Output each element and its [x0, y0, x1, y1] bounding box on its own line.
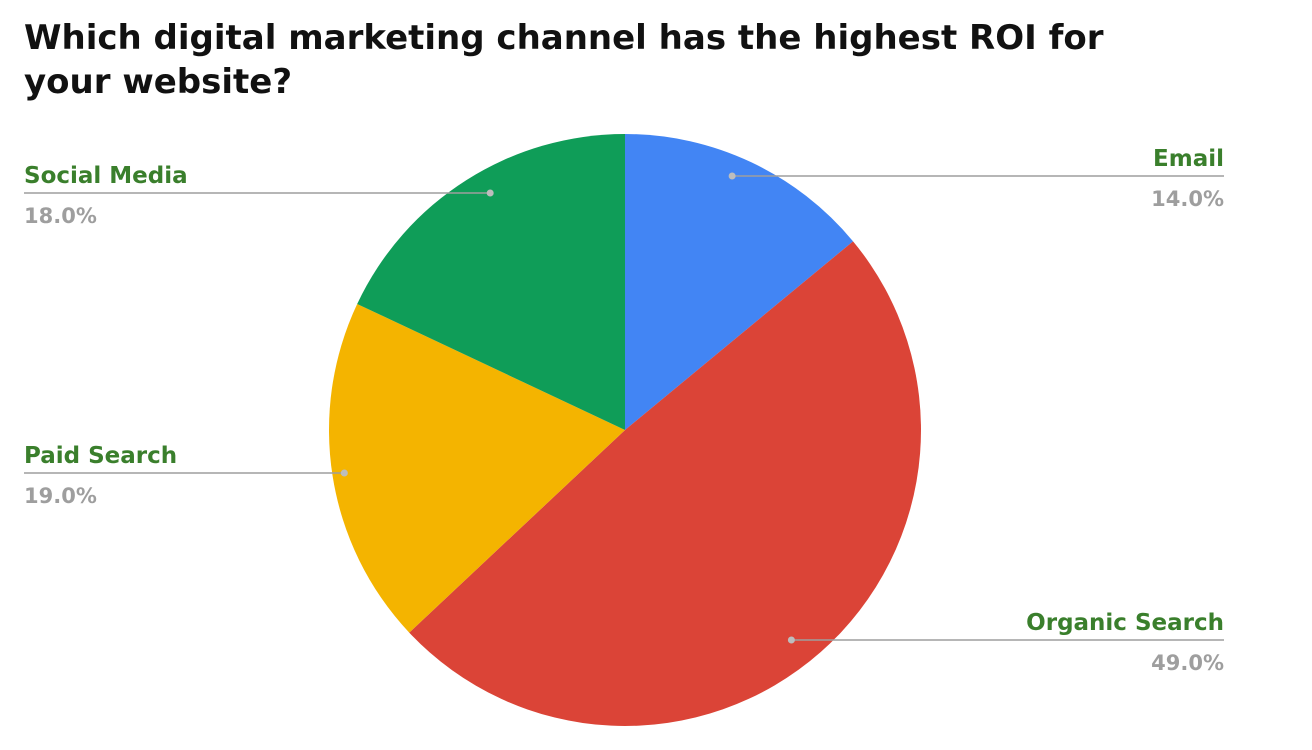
leader-lines — [24, 172, 1224, 644]
slice-label-email: Email — [1153, 146, 1224, 172]
slice-value-organic-search: 49.0% — [1151, 651, 1224, 675]
leader-dot-organic-search — [787, 636, 795, 644]
slice-label-paid-search: Paid Search — [24, 443, 177, 469]
leader-dot-email — [728, 172, 736, 180]
leader-dot-paid-search — [340, 469, 348, 477]
slice-labels: Email 14.0% Organic Search 49.0% Paid Search… — [24, 146, 1224, 675]
pie-slice-email[interactable] — [625, 134, 854, 430]
leader-dot-social-media — [486, 189, 494, 197]
slice-label-organic-search: Organic Search — [1026, 610, 1224, 636]
slice-value-paid-search: 19.0% — [24, 484, 97, 508]
pie-slice-organic-search[interactable] — [409, 241, 921, 726]
slice-value-email: 14.0% — [1151, 187, 1224, 211]
slice-label-social-media: Social Media — [24, 163, 188, 189]
chart-title: Which digital marketing channel has the … — [24, 18, 1104, 102]
pie-slices — [328, 133, 921, 726]
pie-slice-paid-search[interactable] — [328, 303, 625, 633]
slice-value-social-media: 18.0% — [24, 204, 97, 228]
pie-slice-social-media[interactable] — [357, 133, 625, 430]
